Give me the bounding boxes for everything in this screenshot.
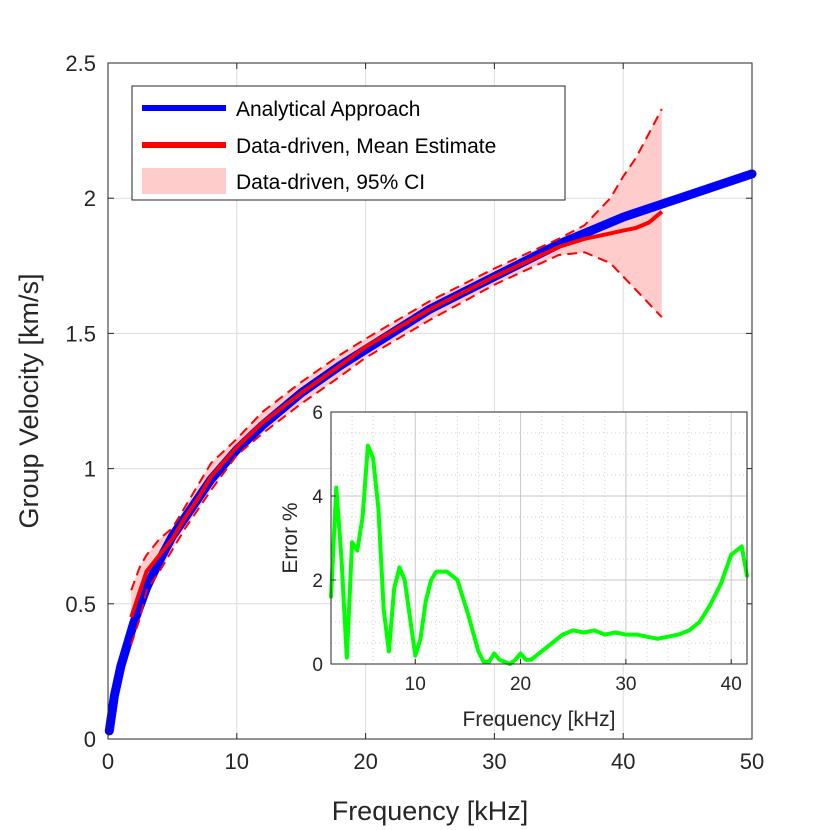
series-line-mean-estimate (129, 210, 664, 618)
legend: Analytical Approach Data-driven, Mean Es… (131, 85, 566, 201)
series-line-error (329, 443, 749, 666)
y-tick-label: 1 (84, 457, 96, 482)
x-tick-label: 20 (353, 749, 377, 774)
y-tick-label: 2 (84, 186, 96, 211)
y-tick-label: 0 (84, 727, 96, 752)
inset-y-axis-label: Error % (279, 502, 302, 573)
main-axes-box (107, 62, 753, 740)
x-tick-label: 50 (740, 749, 764, 774)
inset-axes-box (330, 411, 748, 665)
legend-entry-analytical: Analytical Approach (236, 98, 420, 121)
inset-y-tick-label: 6 (312, 403, 323, 424)
inset-x-tick-label: 10 (405, 674, 426, 695)
inset-x-tick-label: 30 (615, 674, 636, 695)
inset-x-axis-label: Frequency [kHz] (463, 708, 616, 731)
y-tick-label: 0.5 (65, 592, 96, 617)
main-x-axis-label: Frequency [kHz] (332, 796, 529, 826)
inset-y-tick-label: 4 (312, 487, 323, 508)
inset-x-tick-label: 20 (510, 674, 531, 695)
ci-lower-line (130, 251, 663, 645)
patch-swatch-icon (142, 168, 226, 194)
x-tick-label: 10 (225, 749, 249, 774)
x-tick-label: 0 (102, 749, 114, 774)
y-tick-label: 2.5 (65, 51, 96, 76)
inset-y-tick-label: 2 (312, 571, 323, 592)
ci-upper-line (130, 108, 663, 591)
inset-x-tick-label: 40 (721, 674, 742, 695)
legend-entry-ci: Data-driven, 95% CI (236, 171, 425, 194)
inset-series-layer (329, 443, 749, 666)
inset-y-tick-label: 0 (312, 655, 323, 676)
y-tick-label: 1.5 (65, 321, 96, 346)
main-y-axis-label: Group Velocity [km/s] (14, 273, 44, 528)
main-series-layer (104, 108, 757, 736)
inset-ticks: 10 20 30 40 0 2 4 6 (312, 403, 741, 695)
x-tick-label: 30 (482, 749, 506, 774)
inset-axes: 10 20 30 40 0 2 4 6 Frequency [kHz] Error % (279, 403, 749, 731)
x-tick-label: 40 (611, 749, 635, 774)
legend-entry-mean: Data-driven, Mean Estimate (236, 135, 496, 158)
